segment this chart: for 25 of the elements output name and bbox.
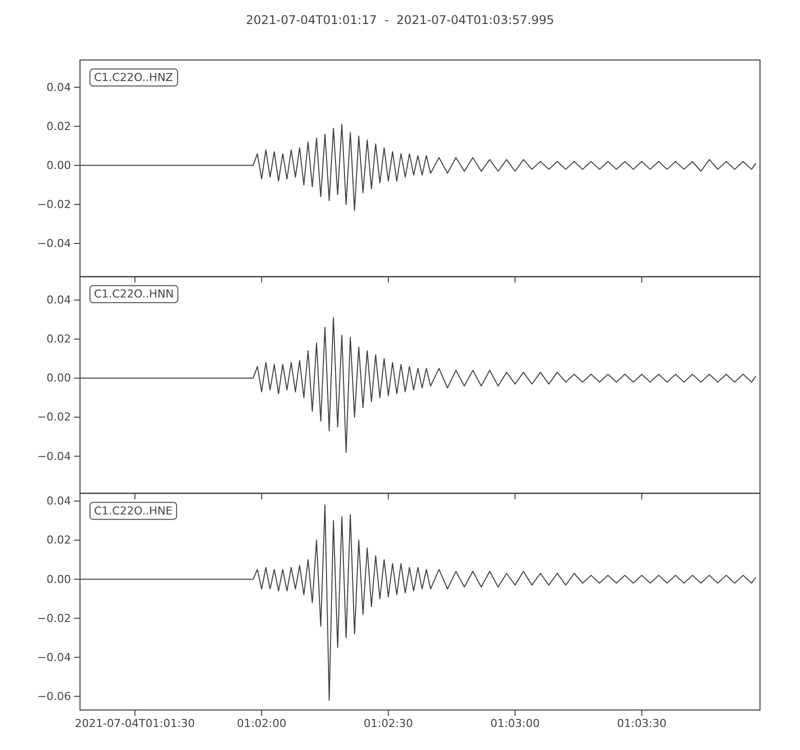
y-tick-label: 0.04 bbox=[46, 80, 71, 94]
annotation: C1.C22O..HNN bbox=[94, 288, 174, 301]
annotation: C1.C22O..HNZ bbox=[94, 71, 174, 84]
y-tick-label: 0.04 bbox=[46, 494, 71, 508]
y-tick-label: −0.04 bbox=[37, 650, 71, 664]
y-tick-label: 0.04 bbox=[46, 294, 71, 307]
y-tick-label: 0.02 bbox=[46, 120, 71, 133]
y-tick-label: 0.00 bbox=[46, 158, 71, 172]
x-tick-label: 01:02:30 bbox=[364, 716, 414, 730]
y-tick-label: −0.04 bbox=[37, 450, 71, 463]
y-tick-label: −0.06 bbox=[37, 690, 71, 703]
x-tick-label: 01:02:00 bbox=[236, 716, 286, 730]
y-tick-label: 0.00 bbox=[46, 372, 71, 385]
annotation: C1.C22O..HNE bbox=[94, 504, 173, 518]
y-tick-label: 0.00 bbox=[46, 572, 71, 586]
y-tick-label: −0.04 bbox=[37, 237, 71, 250]
y-tick-label: 0.02 bbox=[46, 534, 71, 547]
y-tick-label: 0.02 bbox=[46, 332, 71, 346]
x-tick-label: 01:03:30 bbox=[617, 716, 666, 730]
y-tick-label: −0.02 bbox=[37, 612, 71, 625]
chart-title: 2021-07-04T01:01:17 - 2021-07-04T01:03:57.995 bbox=[246, 13, 554, 27]
x-tick-label: 2021-07-04T01:01:30 bbox=[74, 716, 195, 730]
y-tick-label: −0.02 bbox=[37, 410, 71, 424]
x-tick-label: 01:03:00 bbox=[490, 716, 540, 730]
y-tick-label: −0.02 bbox=[37, 198, 71, 211]
